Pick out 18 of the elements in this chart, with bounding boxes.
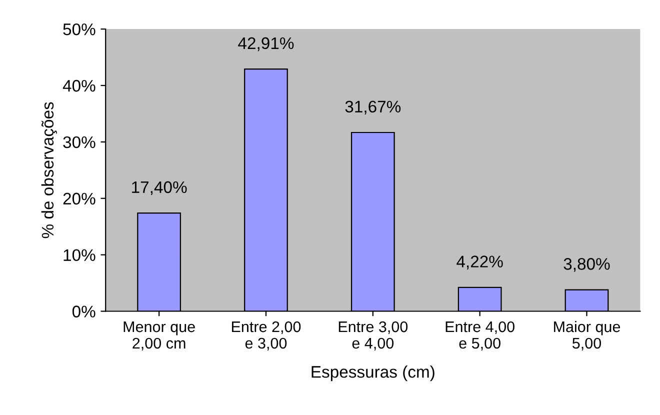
x-tick-label: Maior que 5,00	[554, 320, 620, 350]
data-label: 31,67%	[345, 100, 401, 115]
x-tick-label: Entre 4,00 e 5,00	[446, 321, 514, 350]
y-axis-title: % de observações	[41, 102, 57, 238]
y-tick-label: 20%	[63, 192, 96, 205]
y-tick-label: 40%	[62, 80, 96, 92]
y-tick-label: 50%	[63, 23, 96, 36]
x-tick-label: Entre 2,00 e 3,00	[232, 321, 301, 350]
y-tick-label: 0%	[72, 306, 96, 318]
x-tick-label: Menor que 2,00 cm	[124, 322, 195, 350]
x-axis-title: Espessuras (cm)	[312, 366, 434, 382]
data-label: 42,91%	[238, 37, 294, 52]
y-tick-label: 10%	[64, 249, 96, 262]
x-tick-label: Entre 3,00 e 4,00	[338, 321, 408, 350]
data-label: 4,22%	[456, 256, 503, 270]
data-label: 17,40%	[132, 181, 187, 196]
data-label: 3,80%	[564, 258, 610, 272]
y-tick-label: 30%	[63, 136, 96, 148]
